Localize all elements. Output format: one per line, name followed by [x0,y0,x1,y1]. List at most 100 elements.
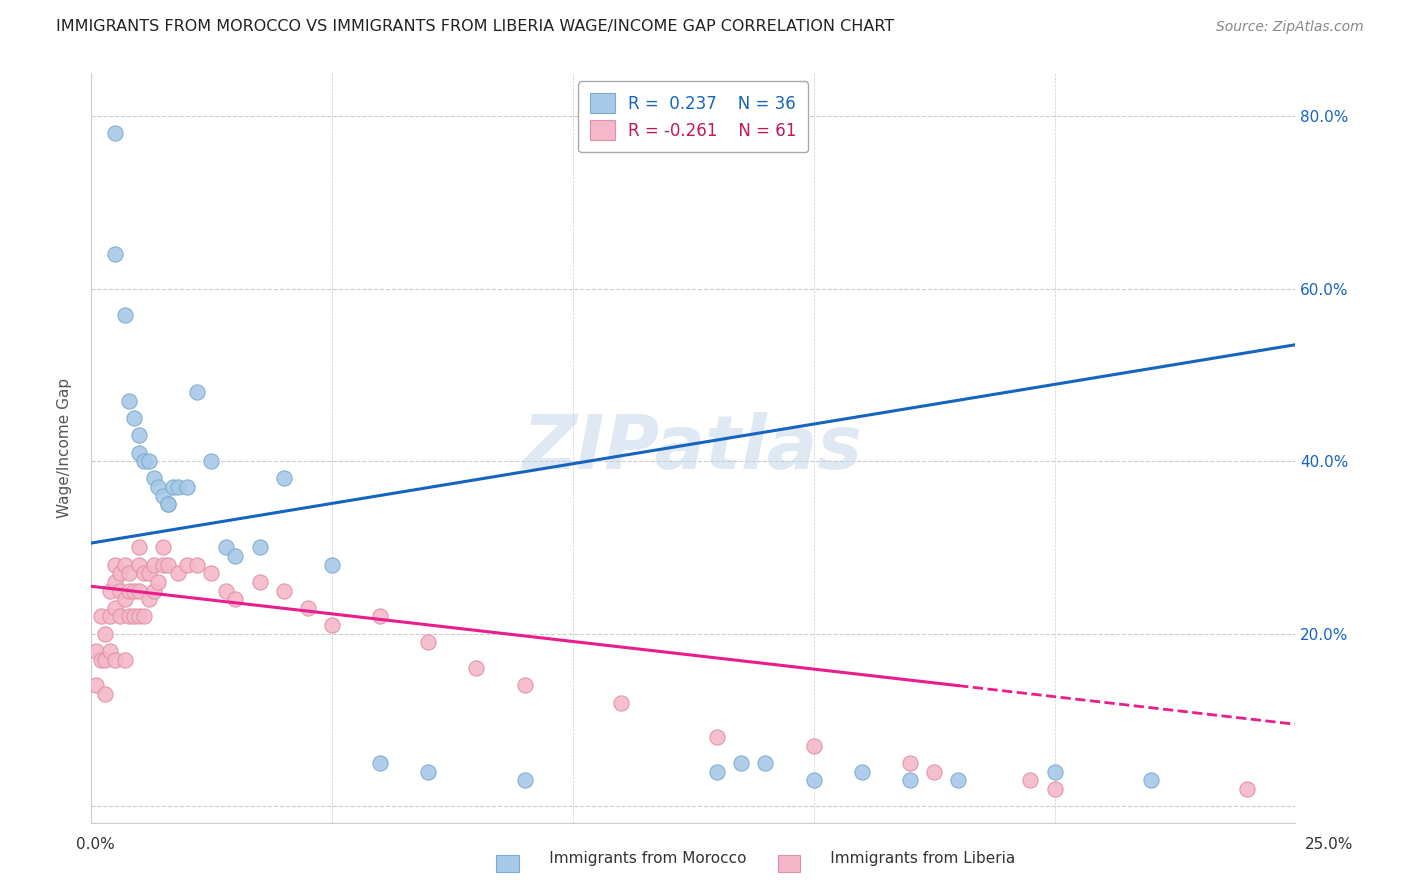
Point [152,541,174,555]
Point [162,480,184,494]
Point [157,558,180,572]
Point [706,764,728,779]
Point [157,497,180,511]
Point [513,773,536,788]
Text: Source: ZipAtlas.com: Source: ZipAtlas.com [1216,21,1364,34]
Point [948,773,970,788]
Point [138,454,160,468]
Point [132,454,155,468]
Point [104,574,127,589]
Point [1140,773,1163,788]
Point [128,583,150,598]
Point [610,696,633,710]
Text: IMMIGRANTS FROM MOROCCO VS IMMIGRANTS FROM LIBERIA WAGE/INCOME GAP CORRELATION C: IMMIGRANTS FROM MOROCCO VS IMMIGRANTS FR… [56,20,894,34]
Point [1043,764,1066,779]
Point [176,480,198,494]
Point [98,644,121,658]
Point [898,773,921,788]
Point [152,489,174,503]
Point [128,609,150,624]
Point [200,454,222,468]
Point [138,566,160,581]
Point [176,558,198,572]
Point [94,626,117,640]
Point [418,635,440,649]
Point [215,583,238,598]
Text: ZIPatlas: ZIPatlas [523,412,863,484]
Point [249,574,271,589]
Point [418,764,440,779]
Point [124,609,146,624]
Point [90,652,112,666]
Point [224,592,246,607]
Point [166,480,188,494]
Point [108,609,131,624]
Text: 25.0%: 25.0% [1305,838,1353,852]
Point [803,739,825,753]
Point [321,558,343,572]
Point [224,549,246,563]
Point [215,541,238,555]
Point [114,308,136,322]
Point [368,756,391,770]
Point [142,583,165,598]
Point [104,600,127,615]
Point [98,609,121,624]
Point [166,566,188,581]
Point [114,592,136,607]
Point [157,497,180,511]
Point [104,652,127,666]
Point [104,247,127,261]
Point [922,764,945,779]
Point [730,756,752,770]
Point [186,385,208,400]
Point [321,618,343,632]
Point [754,756,776,770]
Point [138,592,160,607]
Point [142,471,165,485]
Point [1236,782,1258,797]
Text: Immigrants from Liberia: Immigrants from Liberia [801,852,1015,866]
Point [114,652,136,666]
Point [186,558,208,572]
Point [1019,773,1042,788]
Point [108,583,131,598]
Point [368,609,391,624]
Point [124,583,146,598]
Point [513,678,536,692]
Point [104,558,127,572]
Point [128,445,150,459]
Point [128,558,150,572]
Point [124,411,146,425]
Point [94,687,117,701]
Point [465,661,488,675]
Point [104,127,127,141]
Point [142,558,165,572]
Point [118,609,141,624]
Point [90,609,112,624]
Point [249,541,271,555]
Point [118,566,141,581]
Point [1043,782,1066,797]
Point [200,566,222,581]
Point [803,773,825,788]
Point [118,393,141,408]
Point [706,730,728,744]
Point [128,428,150,442]
Text: 0.0%: 0.0% [76,838,115,852]
Text: Immigrants from Morocco: Immigrants from Morocco [520,852,747,866]
Point [108,566,131,581]
Point [898,756,921,770]
Point [98,583,121,598]
Point [148,574,170,589]
Point [148,480,170,494]
Legend: R =  0.237    N = 36, R = -0.261    N = 61: R = 0.237 N = 36, R = -0.261 N = 61 [578,81,808,152]
Point [273,583,295,598]
Point [273,471,295,485]
Point [297,600,319,615]
Point [84,644,107,658]
Point [152,558,174,572]
Point [84,678,107,692]
Point [94,652,117,666]
Point [128,541,150,555]
